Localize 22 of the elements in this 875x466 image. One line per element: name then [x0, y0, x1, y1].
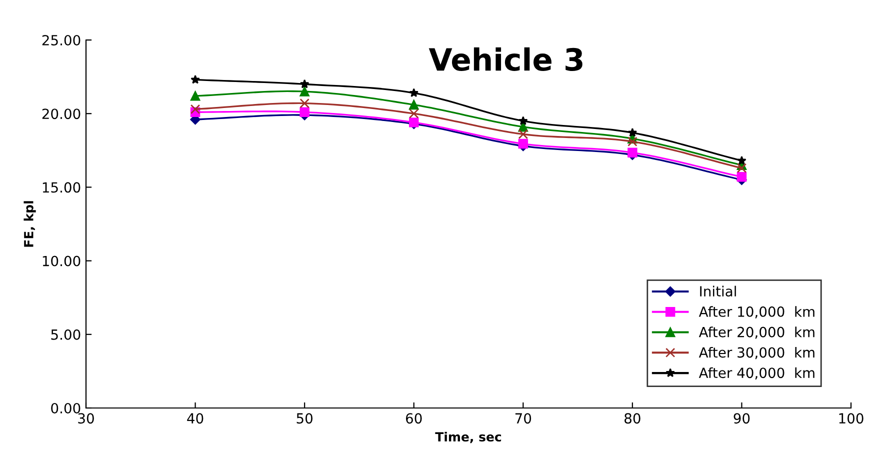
chart-title: Vehicle 3 [428, 47, 582, 72]
y-tick-label: 15.00 [42, 182, 80, 193]
x-tick-label: 80 [624, 413, 640, 424]
y-tick-label: 20.00 [42, 108, 80, 120]
x-tick-label: 40 [187, 413, 204, 424]
y-axis-title: FE, kpl [24, 201, 36, 247]
x-tick-label: 90 [734, 413, 750, 424]
legend-label: After 40,000 km [698, 367, 814, 380]
y-tick-label: 5.00 [51, 329, 80, 340]
legend-label: After 20,000 km [698, 326, 814, 339]
x-tick-label: 100 [839, 413, 864, 424]
y-tick-label: 0.00 [51, 402, 80, 414]
x-tick-label: 70 [515, 413, 532, 424]
legend-label: After 10,000 km [698, 306, 814, 318]
legend-label: After 30,000 km [698, 346, 814, 360]
x-tick-label: 60 [406, 413, 422, 424]
x-axis-title: Time, sec [435, 432, 502, 444]
y-tick-label: 10.00 [42, 256, 80, 266]
x-tick-label: 30 [78, 413, 94, 424]
x-tick-label: 50 [296, 413, 312, 424]
legend-label: Initial [700, 286, 736, 297]
y-tick-label: 25.00 [42, 34, 80, 46]
